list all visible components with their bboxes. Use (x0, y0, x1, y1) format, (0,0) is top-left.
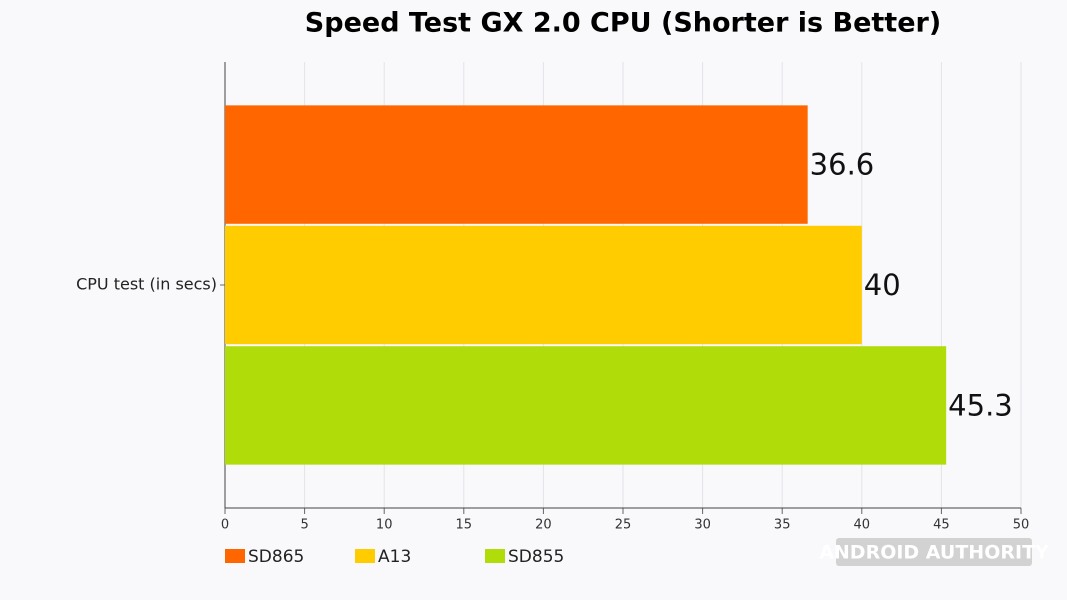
legend-label: SD865 (248, 547, 304, 567)
x-tick-label: 10 (376, 518, 393, 533)
bar (225, 225, 862, 345)
watermark-box: ANDROID AUTHORITY (819, 538, 1049, 566)
y-tick-label: CPU test (in secs) (76, 275, 217, 294)
value-label: 45.3 (948, 388, 1013, 422)
x-tick-label: 0 (221, 518, 229, 533)
legend-swatch (355, 549, 375, 563)
value-label: 40 (864, 268, 901, 302)
legend-label: A13 (378, 547, 411, 567)
x-tick-label: 25 (615, 518, 632, 533)
legend-swatch (225, 549, 245, 563)
x-tick-label: 15 (456, 518, 473, 533)
x-tick-label: 50 (1013, 518, 1030, 533)
x-tick-label: 20 (535, 518, 552, 533)
legend-swatch (485, 549, 505, 563)
x-tick-label: 35 (774, 518, 791, 533)
bar (225, 346, 947, 465)
x-tick-label: 5 (300, 518, 308, 533)
x-tick-label: 30 (694, 518, 711, 533)
value-label: 36.6 (810, 148, 875, 182)
watermark-bg (836, 538, 1032, 566)
chart-title: Speed Test GX 2.0 CPU (Shorter is Better… (305, 8, 941, 39)
x-tick-label: 45 (933, 518, 950, 533)
watermark: ANDROID AUTHORITY (819, 542, 1049, 564)
x-tick-label: 40 (854, 518, 871, 533)
legend-label: SD855 (508, 547, 564, 567)
bar (225, 105, 808, 224)
